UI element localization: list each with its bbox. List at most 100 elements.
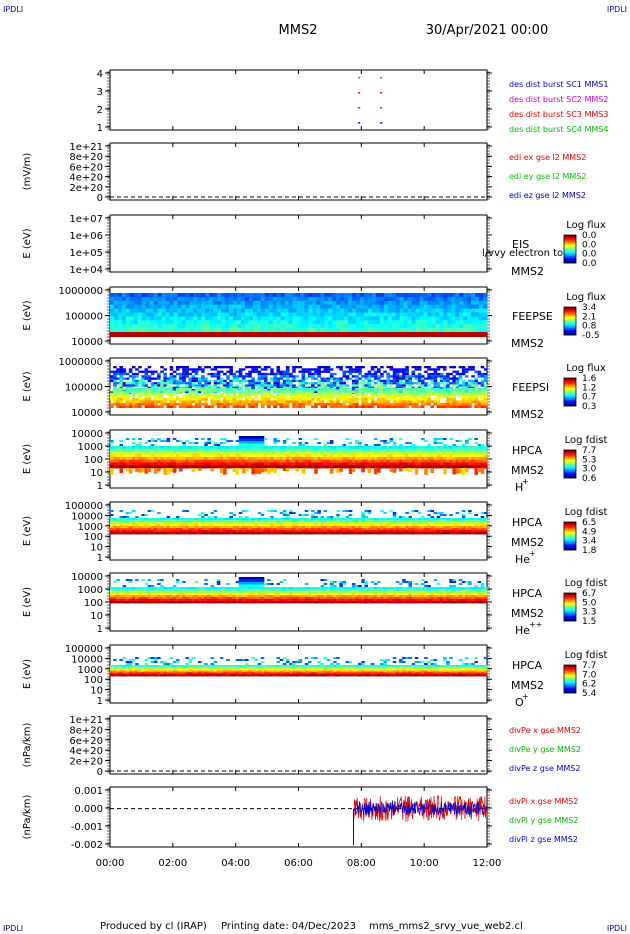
heatmap-cell: [414, 388, 419, 391]
heatmap-cell: [147, 530, 152, 533]
heatmap-cell: [210, 530, 215, 533]
heatmap-cell: [223, 459, 227, 463]
heatmap-cell: [480, 366, 485, 369]
heatmap-cell: [474, 377, 478, 380]
heatmap-cell: [128, 388, 133, 391]
heatmap-cell: [455, 382, 460, 385]
heatmap-cell: [157, 512, 161, 514]
heatmap-cell: [110, 528, 114, 531]
heatmap-cell: [119, 395, 123, 398]
heatmap-cell: [241, 436, 246, 439]
y-tick-label: 100: [84, 532, 103, 543]
heatmap-cell: [320, 300, 325, 306]
heatmap-cell: [471, 384, 475, 387]
heatmap-cell: [304, 320, 309, 325]
heatmap-cell: [232, 518, 237, 521]
heatmap-cell: [207, 386, 211, 389]
heatmap-cell: [383, 328, 389, 333]
heatmap-cell: [295, 375, 299, 378]
heatmap-cell: [185, 459, 189, 463]
heatmap-cell: [340, 312, 345, 317]
heatmap-cell: [245, 400, 249, 403]
heatmap-cell: [443, 454, 447, 458]
heatmap-cell: [289, 372, 293, 376]
heatmap-cell: [367, 375, 372, 378]
heatmap-cell: [182, 375, 186, 378]
heatmap-cell: [169, 462, 174, 466]
heatmap-cell: [405, 370, 409, 373]
burst-mark: [380, 92, 383, 94]
heatmap-cell: [405, 382, 409, 385]
heatmap-cell: [226, 393, 230, 396]
heatmap-cell: [165, 300, 171, 306]
heatmap-cell: [131, 510, 136, 512]
heatmap-cell: [433, 465, 438, 469]
heatmap-cell: [153, 459, 158, 463]
heatmap-cell: [391, 324, 397, 329]
heatmap-cell: [465, 459, 469, 463]
heatmap-cell: [304, 293, 309, 298]
heatmap-cell: [285, 451, 290, 455]
heatmap-cell: [201, 526, 205, 529]
heatmap-cell: [141, 462, 145, 466]
heatmap-cell: [389, 457, 394, 461]
heatmap-cell: [245, 446, 249, 450]
heatmap-cell: [175, 366, 180, 369]
heatmap-cell: [415, 328, 421, 333]
heatmap-cell: [160, 454, 164, 458]
heatmap-cell: [405, 366, 409, 369]
heatmap-cell: [213, 324, 218, 329]
heatmap-cell: [157, 454, 161, 458]
heatmap-cell: [292, 316, 298, 321]
heatmap-cell: [436, 366, 441, 369]
heatmap-cell: [483, 459, 488, 463]
heatmap-cell: [352, 308, 357, 313]
heatmap-cell: [304, 395, 309, 398]
heatmap-cell: [145, 312, 151, 317]
heatmap-cell: [424, 386, 428, 389]
panel-frame: [109, 142, 488, 201]
heatmap-cell: [128, 451, 133, 455]
heatmap-cell: [119, 516, 123, 518]
heatmap-cell: [386, 448, 391, 452]
heatmap-cell: [288, 312, 294, 317]
heatmap-cell: [474, 457, 478, 461]
heatmap-cell: [175, 526, 180, 529]
colorbar-swatch: [564, 450, 576, 452]
heatmap-cell: [377, 405, 381, 408]
heatmap-cell: [232, 386, 237, 389]
heatmap-cell: [307, 462, 312, 466]
heatmap-cell: [405, 465, 409, 469]
heatmap-cell: [138, 522, 142, 525]
heatmap-cell: [188, 403, 193, 406]
heatmap-cell: [267, 400, 271, 403]
heatmap-cell: [248, 398, 252, 401]
heatmap-cell: [358, 446, 362, 450]
heatmap-cell: [254, 405, 259, 408]
heatmap-cell: [439, 379, 444, 383]
heatmap-cell: [209, 296, 214, 302]
heatmap-cell: [260, 468, 265, 473]
heatmap-cell: [121, 316, 127, 321]
heatmap-cell: [395, 328, 401, 333]
heatmap-cell: [229, 379, 233, 383]
heatmap-cell: [166, 528, 171, 531]
heatmap-cell: [205, 293, 210, 298]
heatmap-cell: [207, 395, 211, 398]
heatmap-cell: [160, 391, 164, 394]
heatmap-cell: [175, 388, 180, 391]
heatmap-cell: [471, 324, 476, 329]
heatmap-cell: [129, 296, 135, 302]
heatmap-cell: [204, 454, 208, 458]
heatmap-cell: [273, 451, 277, 455]
heatmap-cell: [430, 448, 434, 452]
heatmap-cell: [144, 518, 149, 521]
heatmap-cell: [191, 522, 196, 525]
heatmap-cell: [417, 459, 422, 463]
heatmap-cell: [226, 386, 230, 389]
heatmap-cell: [415, 312, 421, 317]
heatmap-cell: [389, 468, 394, 472]
heatmap-cell: [419, 308, 425, 313]
heatmap-cell: [201, 316, 206, 321]
